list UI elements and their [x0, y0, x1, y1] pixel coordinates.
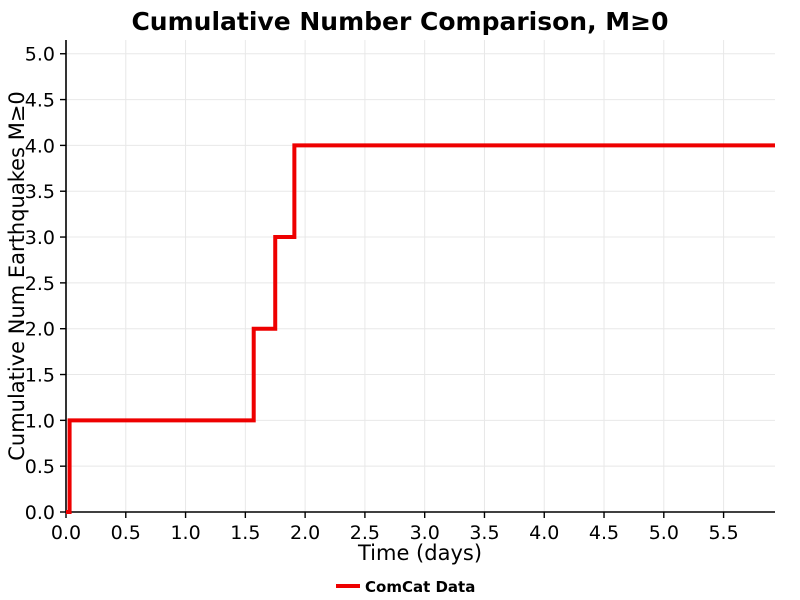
y-tick-label: 0.0: [25, 502, 55, 524]
legend-series-label: ComCat Data: [365, 578, 475, 596]
y-tick-label: 5.0: [25, 44, 55, 66]
series-line-comcat: [66, 143, 775, 514]
y-tick-label: 2.5: [25, 273, 55, 295]
plot-area: 0.0 0.5 1.0 1.5 2.0 2.5 3.0 3.5 4.0 4.5 5.0 5.5 0.0 0…: [25, 40, 775, 544]
x-tick-label: 0.5: [111, 522, 141, 544]
x-tick-label: 0.0: [51, 522, 81, 544]
legend: ComCat Data: [336, 578, 475, 596]
x-tick-label: 3.0: [410, 522, 440, 544]
y-tick-label: 2.0: [25, 319, 55, 341]
y-axis-label: Cumulative Num Earthquakes M≥0: [5, 91, 29, 461]
x-tick-label: 2.5: [350, 522, 380, 544]
x-tick-label: 4.5: [589, 522, 619, 544]
y-tick-label: 3.0: [25, 227, 55, 249]
x-tick-label: 3.5: [469, 522, 499, 544]
x-axis-label: Time (days): [357, 541, 482, 565]
y-tick-label: 1.5: [25, 365, 55, 387]
x-tick-label: 2.0: [290, 522, 320, 544]
x-tick-label: 1.0: [170, 522, 200, 544]
x-tick-label: 5.0: [649, 522, 679, 544]
chart-title: Cumulative Number Comparison, M≥0: [131, 7, 668, 36]
y-tick-label: 1.0: [25, 410, 55, 432]
y-tick-label: 3.5: [25, 181, 55, 203]
x-tick-label: 4.0: [529, 522, 559, 544]
y-tick-label: 4.5: [25, 90, 55, 112]
y-tick-label: 0.5: [25, 456, 55, 478]
y-tick-label: 4.0: [25, 135, 55, 157]
x-tick-label: 1.5: [230, 522, 260, 544]
x-tick-label: 5.5: [708, 522, 738, 544]
